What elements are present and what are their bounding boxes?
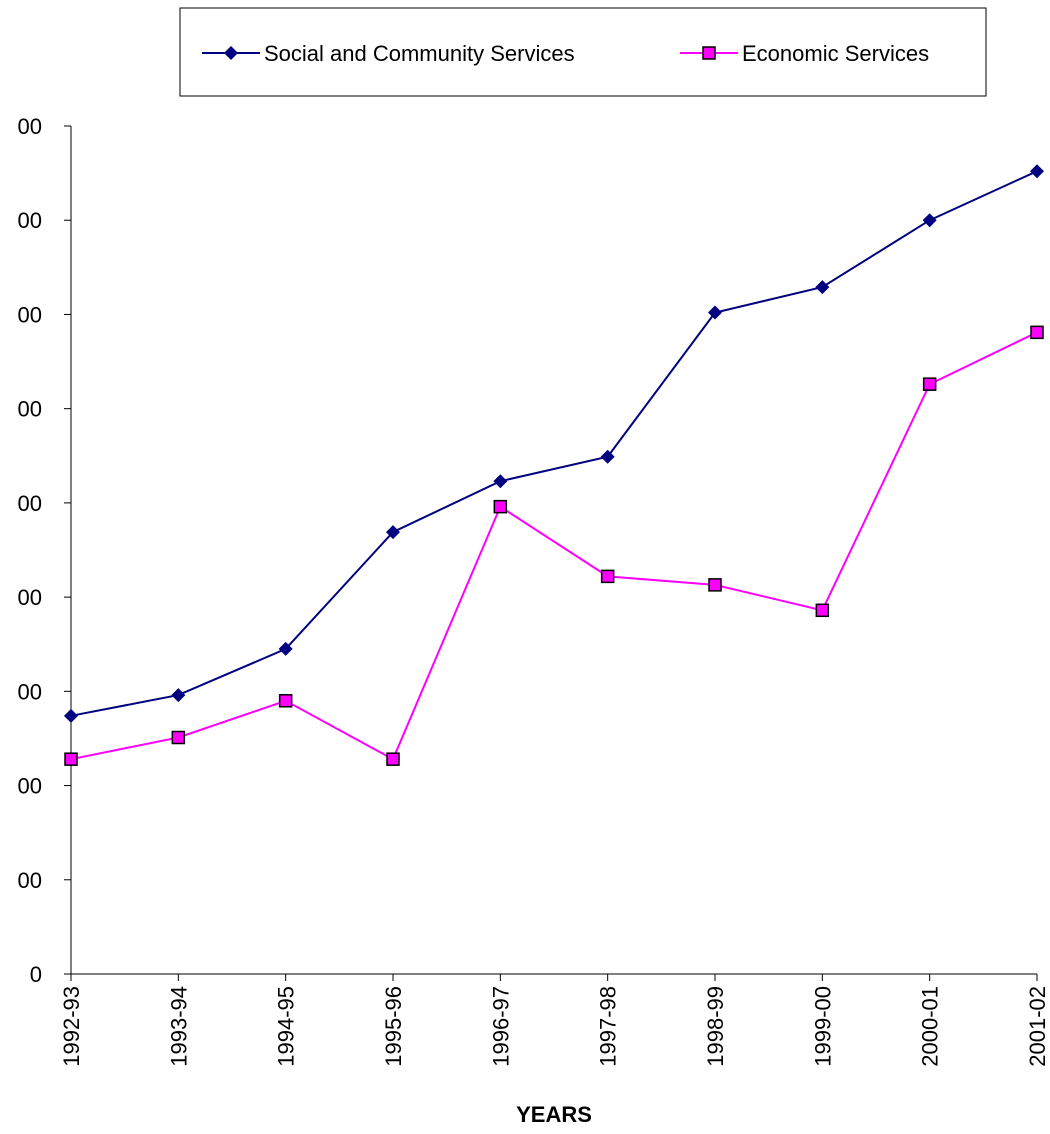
data-point [1030,325,1044,340]
x-tick-label: 1993-94 [166,986,191,1067]
data-point [600,569,615,584]
data-point [493,499,508,514]
data-point [171,730,186,745]
data-point [1030,164,1044,179]
data-point [708,305,722,320]
data-point [815,603,830,618]
x-axis: 1992-93 1993-94 1994-95 1995-96 1996-97 1997-… [59,973,1050,1067]
x-tick-label: 1996-97 [488,986,513,1067]
data-point [922,377,937,391]
x-tick-label: 1999-00 [810,986,835,1067]
x-tick-label: 1998-99 [703,986,728,1067]
y-tick-label: 00 [18,302,42,327]
data-point [708,578,722,592]
y-tick-label: 00 [18,114,42,139]
y-tick-label: 00 [18,208,42,233]
x-axis-title: YEARS [516,1102,592,1127]
y-tick-label: 00 [18,585,42,610]
series-social [64,164,1044,723]
data-point [493,474,508,489]
legend-label-economic: Economic Services [742,41,929,66]
data-point [600,449,615,464]
x-tick-label: 1994-95 [274,986,299,1067]
data-point [64,708,78,723]
data-point [171,688,186,703]
x-tick-label: 1992-93 [59,986,84,1067]
y-tick-label: 00 [18,868,42,893]
series-economic [64,325,1044,766]
series-line [70,170,1038,717]
series-layer [64,164,1044,766]
data-point [64,752,78,766]
data-point [386,525,400,540]
data-point [922,213,937,228]
x-tick-label: 1995-96 [381,986,406,1067]
legend-label-social: Social and Community Services [264,41,575,66]
series-line [70,331,1038,761]
legend: Social and Community Services Economic S… [179,7,987,97]
legend-entry-social: Social and Community Services [202,41,575,66]
legend-entry-economic: Economic Services [680,41,929,66]
y-tick-label: 0 [30,962,42,987]
data-point [815,280,830,295]
x-tick-label: 2000-01 [918,986,943,1067]
legend-box [179,7,987,97]
y-tick-label: 00 [18,774,42,799]
x-tick-label: 2001-02 [1025,986,1050,1067]
data-point [278,641,293,656]
x-tick-label: 1997-98 [596,986,621,1067]
legend-marker-social [224,46,238,60]
y-tick-label: 00 [18,491,42,516]
data-point [386,752,400,766]
y-tick-label: 00 [18,679,42,704]
legend-marker-economic [702,46,716,60]
data-point [278,694,293,708]
y-tick-label: 00 [18,397,42,422]
